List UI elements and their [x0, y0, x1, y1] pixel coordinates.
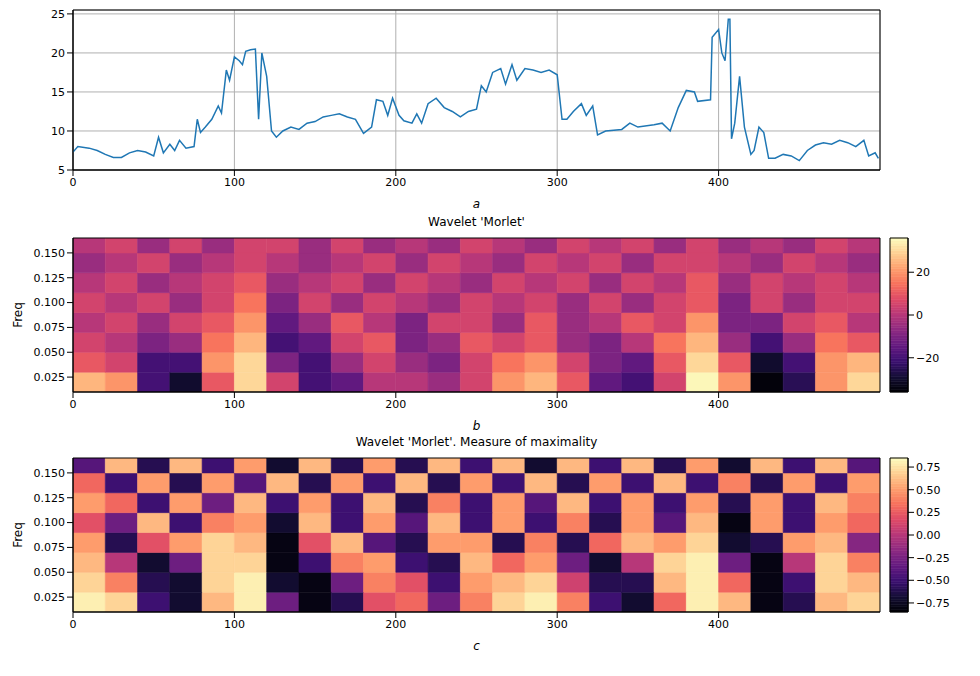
- svg-text:0.050: 0.050: [34, 346, 66, 359]
- svg-text:200: 200: [385, 618, 406, 631]
- svg-text:0.150: 0.150: [34, 467, 66, 480]
- svg-text:300: 300: [547, 618, 568, 631]
- svg-text:0: 0: [70, 176, 77, 189]
- svg-text:Freq: Freq: [11, 302, 25, 328]
- svg-text:20: 20: [916, 266, 930, 279]
- svg-text:0: 0: [70, 618, 77, 631]
- svg-text:0.00: 0.00: [916, 529, 941, 542]
- svg-text:0: 0: [916, 309, 923, 322]
- svg-text:−0.75: −0.75: [916, 597, 950, 610]
- svg-text:0.025: 0.025: [34, 371, 66, 384]
- svg-text:a: a: [473, 197, 480, 210]
- svg-text:−0.50: −0.50: [916, 574, 950, 587]
- svg-text:100: 100: [224, 398, 245, 411]
- svg-text:0.125: 0.125: [34, 272, 66, 285]
- html-text:Wavelet 'Morlet'. Measure of m: Wavelet 'Morlet'. Measure of maximality: [355, 435, 598, 449]
- svg-text:300: 300: [547, 176, 568, 189]
- svg-text:10: 10: [51, 125, 65, 138]
- svg-text:−20: −20: [916, 352, 939, 365]
- svg-text:0.50: 0.50: [916, 484, 941, 497]
- svg-text:0.100: 0.100: [34, 296, 66, 309]
- svg-text:15: 15: [51, 86, 65, 99]
- svg-text:0.075: 0.075: [34, 321, 66, 334]
- svg-text:0.100: 0.100: [34, 516, 66, 529]
- svg-text:b: b: [473, 419, 481, 432]
- html-text:Wavelet 'Morlet': Wavelet 'Morlet': [428, 215, 525, 229]
- svg-text:0.25: 0.25: [916, 506, 941, 519]
- svg-text:400: 400: [708, 176, 729, 189]
- svg-text:−0.25: −0.25: [916, 552, 950, 565]
- svg-text:c: c: [473, 639, 480, 652]
- svg-text:0.75: 0.75: [916, 461, 941, 474]
- svg-text:0.050: 0.050: [34, 566, 66, 579]
- svg-text:20: 20: [51, 47, 65, 60]
- svg-text:Freq: Freq: [11, 522, 25, 548]
- svg-text:5: 5: [58, 164, 65, 177]
- svg-text:100: 100: [224, 618, 245, 631]
- svg-text:100: 100: [224, 176, 245, 189]
- svg-text:0: 0: [70, 398, 77, 411]
- svg-text:0.075: 0.075: [34, 541, 66, 554]
- svg-text:400: 400: [708, 618, 729, 631]
- svg-text:200: 200: [385, 398, 406, 411]
- svg-text:300: 300: [547, 398, 568, 411]
- svg-text:400: 400: [708, 398, 729, 411]
- svg-text:0.025: 0.025: [34, 591, 66, 604]
- svg-text:0.125: 0.125: [34, 492, 66, 505]
- svg-text:25: 25: [51, 8, 65, 21]
- svg-text:0.150: 0.150: [34, 247, 66, 260]
- svg-text:200: 200: [385, 176, 406, 189]
